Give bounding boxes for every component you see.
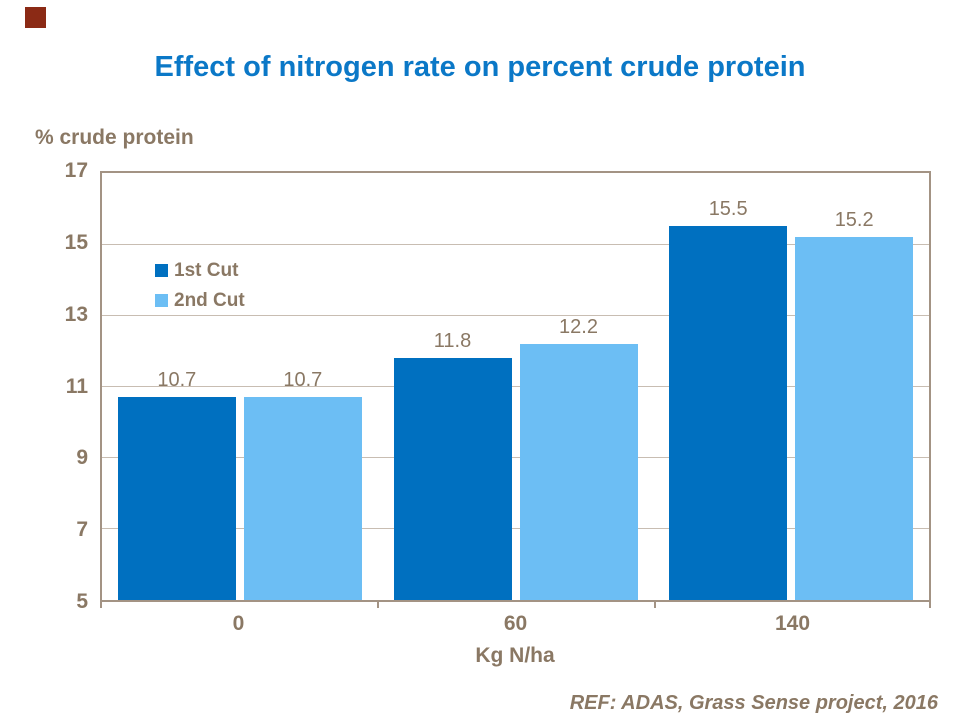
- xcat-label-0: 0: [232, 612, 245, 635]
- bar-value-label: 11.8: [433, 330, 472, 353]
- bar-value-label: 12.2: [559, 315, 598, 338]
- y-axis-title: % crude protein: [35, 126, 194, 149]
- ytick-13: 13: [64, 302, 88, 326]
- legend-item-2nd-cut: 2nd Cut: [155, 288, 245, 312]
- bar-value-label: 10.7: [157, 369, 197, 392]
- reference-text: REF: ADAS, Grass Sense project, 2016: [569, 692, 938, 714]
- ytick-11: 11: [65, 374, 88, 398]
- gridline-7: [102, 528, 929, 530]
- xtick-mark: [377, 600, 379, 608]
- xtick-mark: [654, 600, 656, 608]
- gridline-11: [102, 386, 929, 387]
- bar-1st-cut-140: [669, 226, 788, 600]
- ytick-9: 9: [76, 446, 88, 470]
- corner-logo-square: [25, 7, 46, 28]
- ytick-17: 17: [64, 159, 88, 182]
- bar-2nd-cut-60: [519, 343, 638, 600]
- bar-1st-cut-0: [117, 397, 236, 600]
- ytick-7: 7: [76, 518, 88, 542]
- legend-label: 1st Cut: [174, 259, 239, 281]
- ytick-15: 15: [64, 230, 88, 254]
- bar-value-label: 15.2: [834, 209, 874, 232]
- gridline-15: [102, 243, 929, 245]
- xtick-mark: [100, 600, 102, 608]
- bar-value-label: 10.7: [283, 369, 323, 392]
- bar-2nd-cut-140: [795, 237, 914, 600]
- bar-1st-cut-60: [393, 358, 512, 600]
- legend: 1st Cut 2nd Cut: [155, 258, 245, 318]
- x-axis-title: Kg N/ha: [475, 644, 555, 667]
- plot-area: 1st Cut 2nd Cut 10.7 10.7 11.8 12.2 15.5 15.2: [100, 171, 931, 602]
- legend-label: 2nd Cut: [174, 289, 245, 311]
- ytick-5: 5: [76, 590, 88, 613]
- chart-title: Effect of nitrogen rate on percent crude…: [154, 51, 806, 83]
- bar-2nd-cut-0: [243, 397, 362, 600]
- legend-swatch: [155, 263, 168, 277]
- xcat-label-140: 140: [774, 612, 811, 635]
- gridline-9: [102, 457, 929, 459]
- bar-value-label: 15.5: [708, 198, 748, 221]
- gridline-13: [102, 314, 929, 316]
- legend-swatch: [155, 293, 168, 307]
- xtick-mark: [929, 600, 931, 608]
- legend-item-1st-cut: 1st Cut: [155, 258, 245, 282]
- xcat-label-60: 60: [503, 612, 528, 635]
